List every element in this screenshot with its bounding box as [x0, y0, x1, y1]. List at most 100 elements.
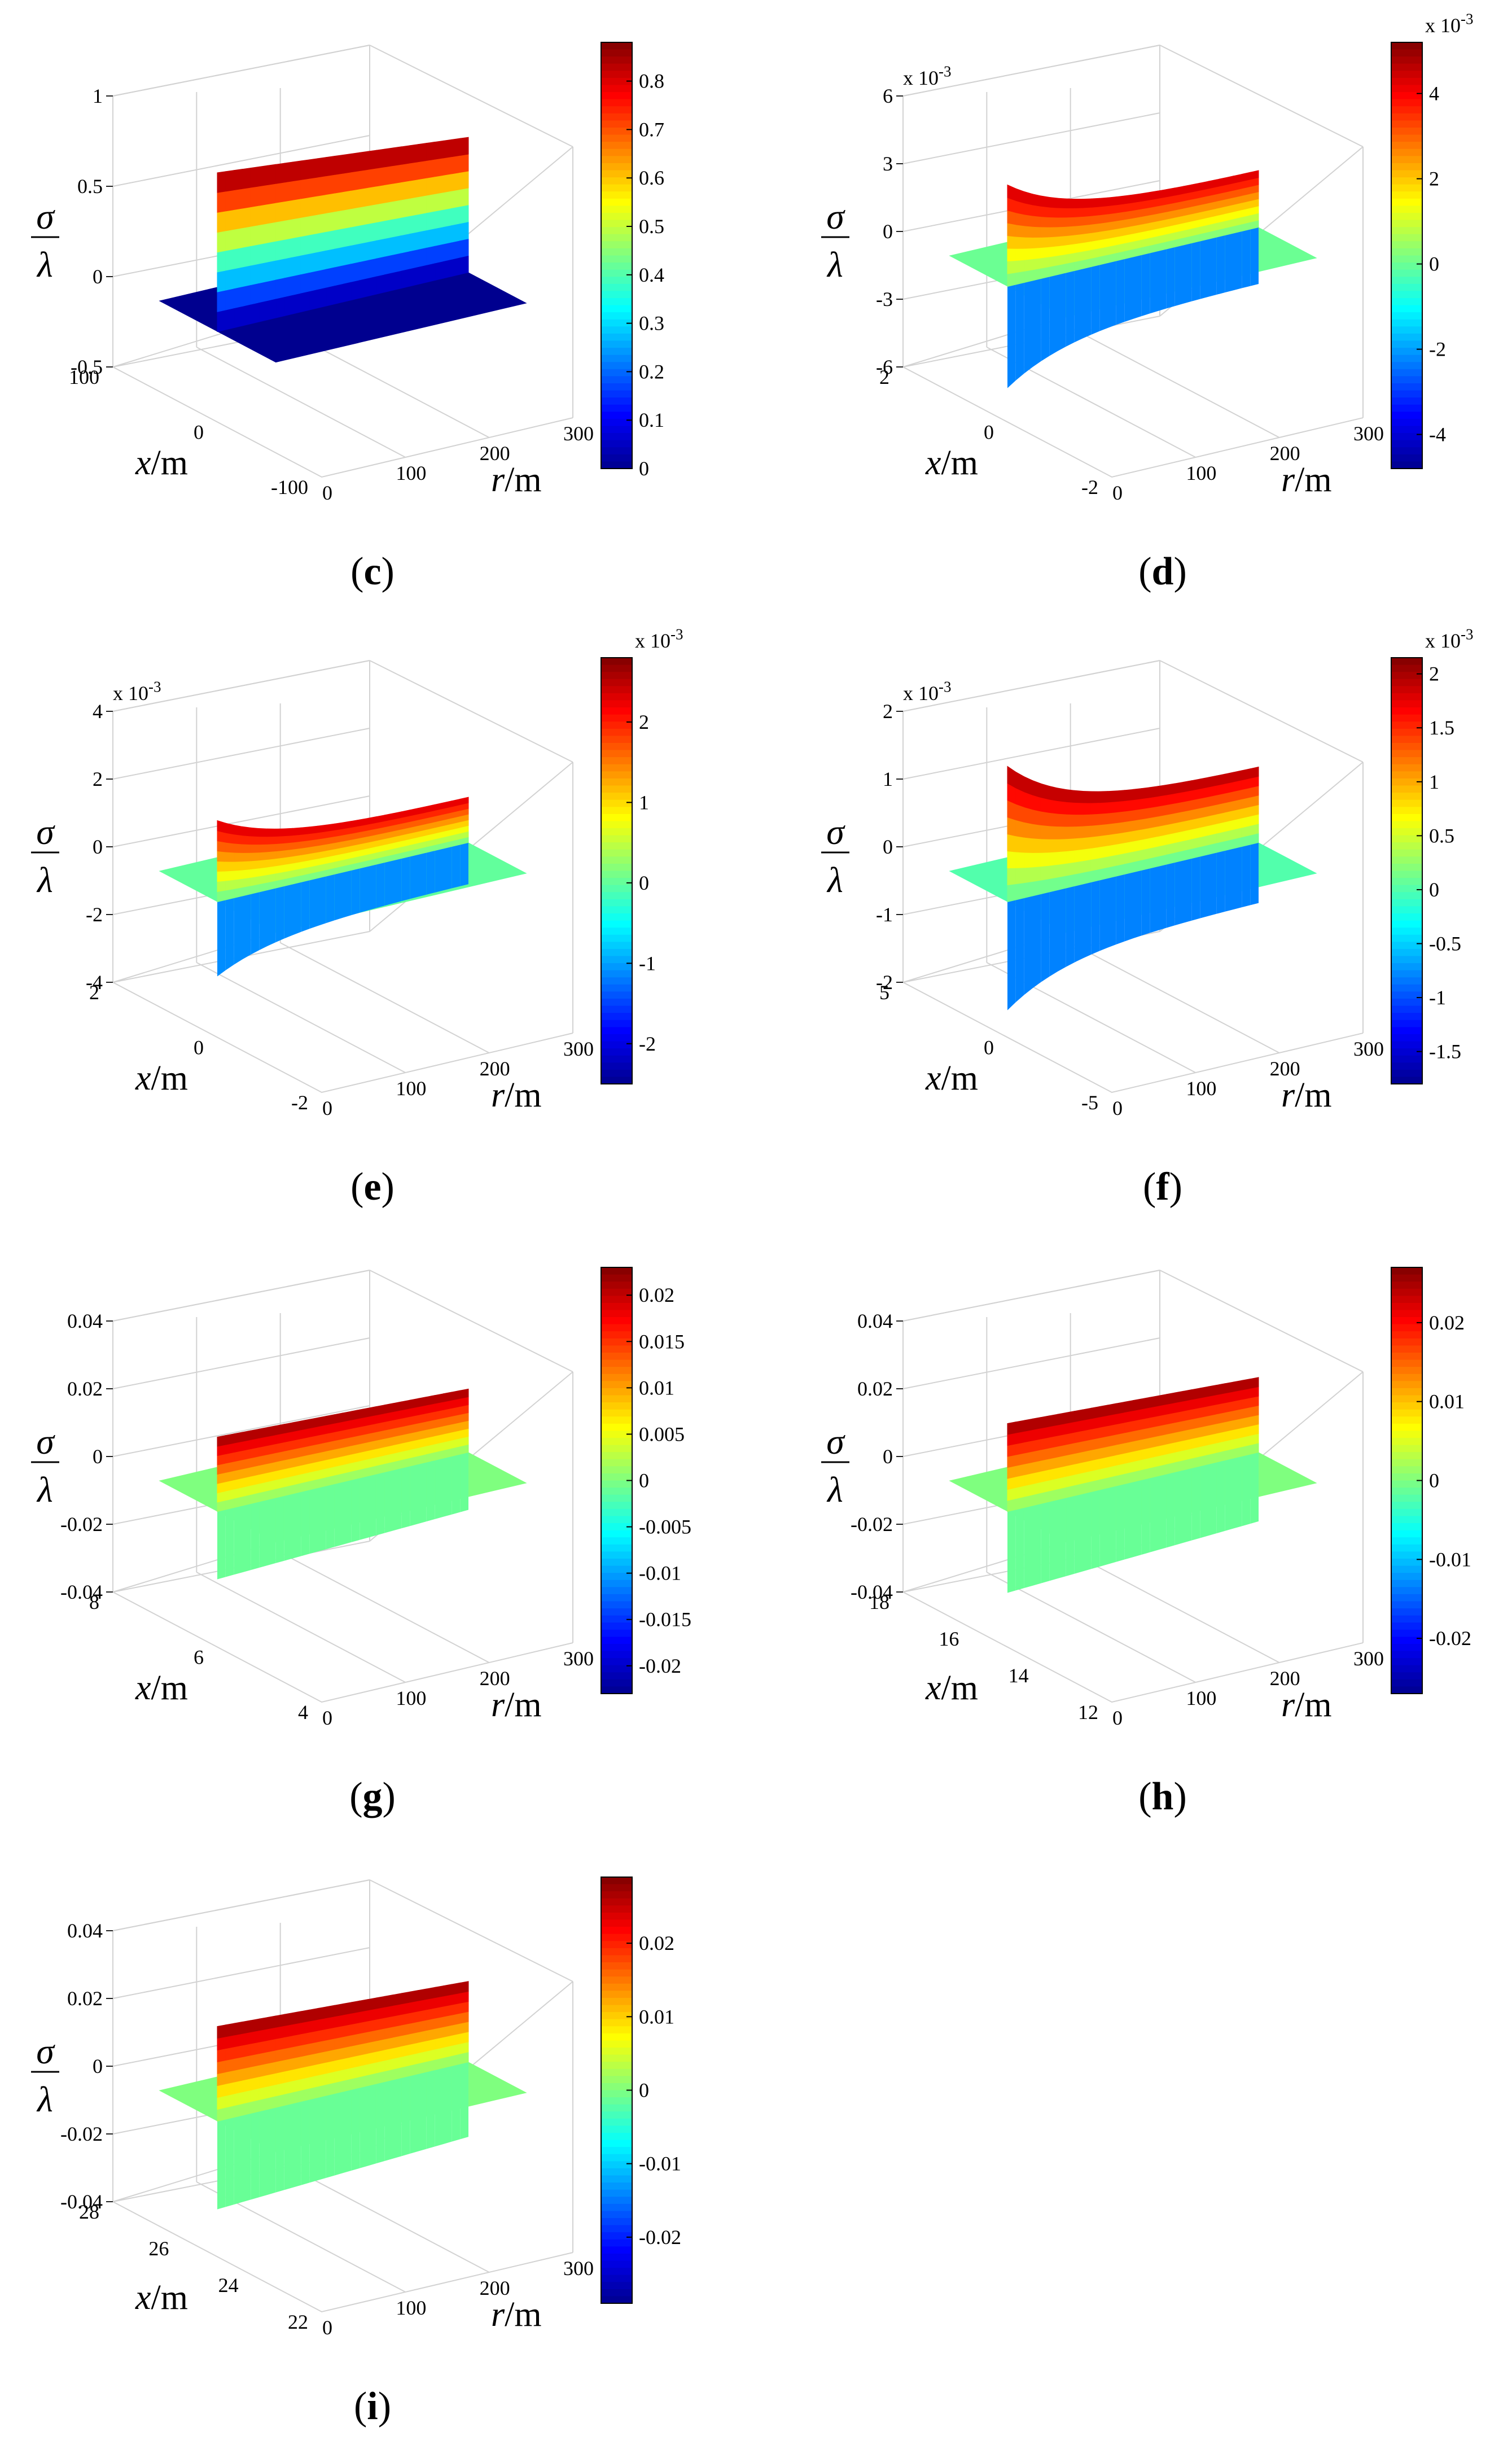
- z-tick-label: -0.02: [60, 1513, 103, 1536]
- surface-crest-strip: [225, 861, 235, 872]
- colorbar-segment: [1391, 892, 1422, 900]
- surface-trough-strip: [318, 2096, 326, 2181]
- surface-crest-strip: [267, 221, 277, 243]
- z-tick-label: -4: [86, 971, 103, 994]
- surface-trough-strip: [284, 884, 293, 939]
- surface-crest-strip: [1049, 236, 1058, 247]
- colorbar-segment: [1391, 793, 1422, 801]
- surface-crest-strip: [1057, 1476, 1067, 1490]
- surface-crest-strip: [292, 1420, 301, 1432]
- surface-trough-strip: [418, 2072, 427, 2151]
- surface-crest-strip: [343, 172, 352, 193]
- colorbar-segment: [1391, 1055, 1422, 1064]
- surface-crest-strip: [1082, 1449, 1092, 1463]
- surface-crest-strip: [1066, 198, 1075, 209]
- surface-crest-strip: [1082, 847, 1092, 861]
- surface-crest-strip: [242, 245, 251, 268]
- surface-crest-strip: [1124, 1441, 1133, 1454]
- colorbar-tick-label: -2: [1429, 338, 1446, 361]
- surface-trough-strip: [309, 2097, 318, 2183]
- colorbar-tick-label: 0.1: [639, 409, 664, 431]
- colorbar-segment: [1391, 1615, 1422, 1624]
- surface-crest-strip: [234, 2021, 243, 2036]
- colorbar-segment: [1391, 714, 1422, 723]
- surface-crest-strip: [1024, 1440, 1033, 1454]
- surface-crest-strip: [258, 2086, 268, 2101]
- surface-crest-strip: [267, 2096, 277, 2110]
- surface-crest-strip: [1007, 272, 1016, 287]
- surface-crest-strip: [1241, 172, 1251, 182]
- z-label-sigma: σ: [826, 196, 845, 237]
- colorbar-segment: [601, 355, 632, 363]
- colorbar-segment: [601, 2289, 632, 2297]
- colorbar-tick-label: 0.5: [1429, 824, 1454, 847]
- colorbar-segment: [1391, 700, 1422, 708]
- surface-crest-strip: [234, 266, 243, 289]
- surface-crest-strip: [367, 186, 377, 206]
- surface-crest-strip: [1007, 1498, 1016, 1512]
- colorbar-segment: [1391, 799, 1422, 808]
- surface-crest-strip: [1116, 811, 1125, 824]
- colorbar-segment: [601, 1459, 632, 1467]
- surface-crest-strip: [343, 281, 352, 303]
- colorbar-segment: [601, 1580, 632, 1588]
- surface-crest-strip: [418, 160, 427, 180]
- surface-crest-strip: [1124, 202, 1133, 212]
- surface-crest-strip: [1250, 1377, 1259, 1389]
- surface-crest-strip: [1107, 1444, 1117, 1458]
- surface-crest-strip: [258, 828, 268, 837]
- surface-crest-strip: [418, 143, 427, 163]
- colorbar-segment: [601, 248, 632, 256]
- colorbar-tick-label: 0.4: [639, 264, 664, 286]
- surface-crest-strip: [242, 2054, 251, 2069]
- surface-crest-strip: [418, 195, 427, 215]
- surface-crest-strip: [426, 2007, 436, 2020]
- surface-crest-strip: [275, 2071, 285, 2085]
- surface-crest-strip: [1116, 1411, 1125, 1425]
- surface-crest-strip: [1099, 1456, 1108, 1469]
- surface-crest-strip: [1066, 1453, 1075, 1467]
- surface-crest-strip: [359, 151, 369, 172]
- colorbar-segment: [1391, 283, 1422, 292]
- surface-crest-strip: [258, 281, 268, 303]
- surface-crest-strip: [250, 205, 260, 227]
- panel-label: (d): [1138, 550, 1187, 593]
- surface-crest-strip: [1007, 867, 1016, 886]
- surface-crest-strip: [1158, 794, 1167, 807]
- surface-crest-strip: [1199, 1386, 1209, 1398]
- surface-crest-strip: [1007, 850, 1016, 869]
- surface-crest-strip: [1124, 1420, 1133, 1433]
- surface-crest-strip: [409, 2031, 419, 2045]
- colorbar-segment: [1391, 42, 1422, 50]
- surface-crest-strip: [1116, 821, 1125, 834]
- surface-crest-strip: [250, 844, 260, 853]
- z-tick-label: 1: [93, 85, 103, 107]
- surface-crest-strip: [1099, 834, 1108, 847]
- surface-crest-strip: [426, 2028, 436, 2041]
- colorbar-segment: [1391, 1537, 1422, 1545]
- surface-crest-strip: [418, 2019, 427, 2033]
- surface-crest-strip: [376, 1405, 385, 1416]
- surface-crest-strip: [292, 2022, 301, 2036]
- surface-crest-strip: [435, 260, 444, 281]
- surface-trough-strip: [1250, 1452, 1259, 1524]
- surface-crest-strip: [1158, 784, 1167, 797]
- surface-crest-strip: [1015, 1431, 1025, 1445]
- colorbar-segment: [1391, 56, 1422, 64]
- surface-crest-strip: [1233, 173, 1242, 184]
- surface-crest-strip: [250, 852, 260, 861]
- surface-crest-strip: [300, 833, 310, 842]
- surface-crest-strip: [1032, 866, 1041, 882]
- surface-crest-strip: [275, 836, 285, 845]
- surface-crest-strip: [267, 260, 277, 282]
- surface-crest-strip: [1066, 216, 1075, 227]
- surface-crest-strip: [343, 2067, 352, 2081]
- surface-crest-strip: [1074, 1420, 1083, 1433]
- surface-trough-strip: [326, 2093, 335, 2178]
- surface-crest-strip: [317, 2084, 327, 2098]
- panel-label: (h): [1138, 1775, 1187, 1818]
- surface-crest-strip: [384, 1995, 393, 2007]
- surface-trough-strip: [360, 1476, 368, 1540]
- surface-crest-strip: [435, 174, 444, 194]
- surface-crest-strip: [1049, 825, 1058, 839]
